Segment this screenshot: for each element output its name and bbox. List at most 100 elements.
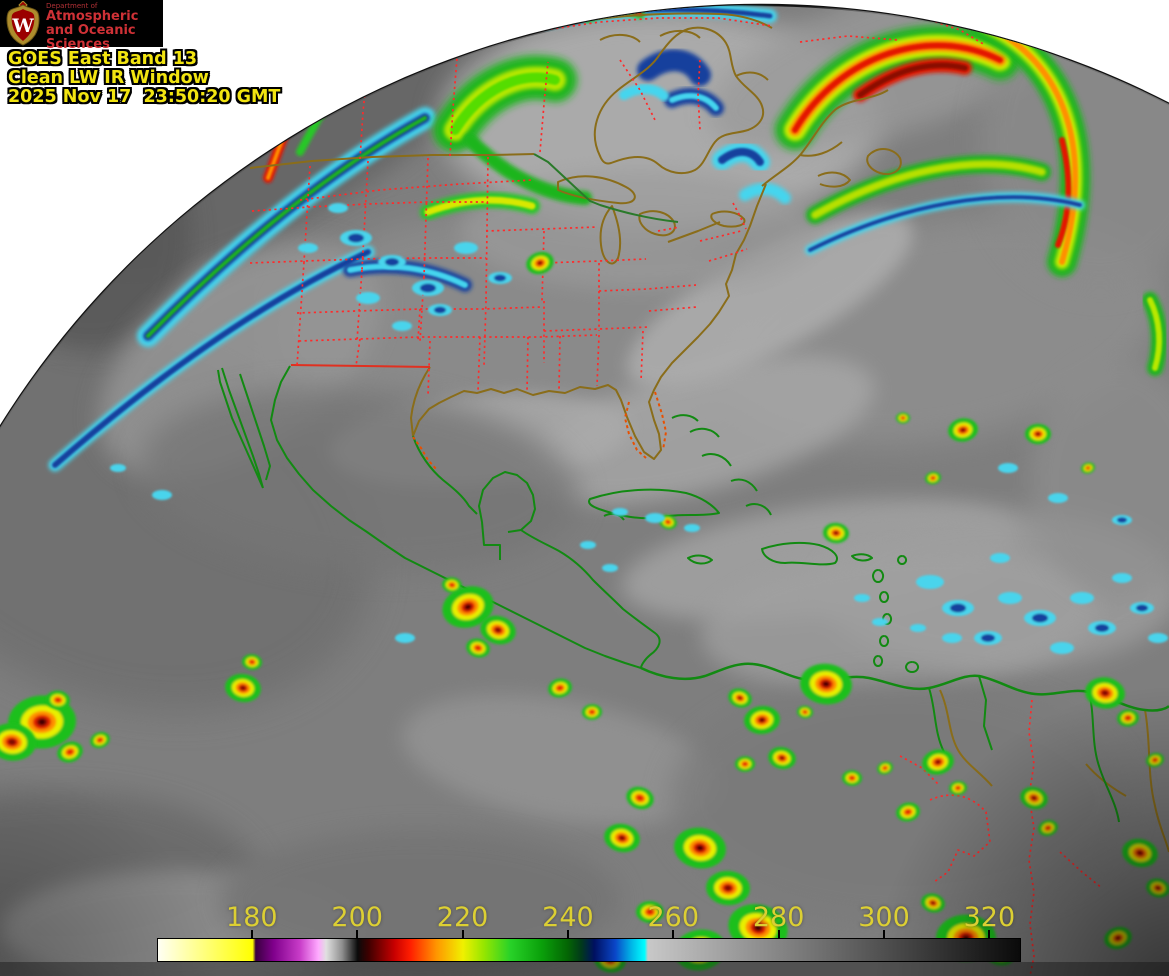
storm-cell (1025, 423, 1051, 445)
storm-cell (674, 827, 726, 869)
colorbar-label-220: 220 (436, 902, 489, 933)
storm-cell (548, 678, 572, 698)
cold-cloud-speck (942, 600, 974, 616)
cold-cloud-speck (580, 541, 596, 549)
colorbar-tick (988, 930, 991, 938)
cloud-band (52, 249, 371, 468)
colorbar-tick (672, 930, 675, 938)
cold-cloud-speck (1112, 573, 1132, 583)
colorbar-tick (250, 930, 253, 938)
storm-cell (706, 870, 750, 906)
border-mexico-west-coast (270, 365, 642, 669)
cloud-band (1147, 297, 1163, 371)
cold-cloud-speck (645, 513, 665, 523)
border-ne-canada-coast (761, 89, 902, 188)
border-central-america-isthmus (520, 529, 661, 669)
cloud-texture (140, 388, 580, 572)
cloud-band (811, 160, 1046, 219)
colorbar-tick (461, 930, 464, 938)
storm-cell (728, 688, 752, 708)
cold-cloud-speck (1148, 633, 1168, 643)
cloud-band (857, 62, 968, 98)
cold-cloud-speck (1130, 602, 1154, 614)
terminator-shadow (870, 685, 1169, 976)
uw-crest-icon: W (6, 1, 40, 46)
cold-cloud-speck (428, 304, 452, 316)
colorbar-gradient (157, 938, 1021, 962)
border-hispaniola (761, 541, 838, 566)
colorbar-label-280: 280 (752, 902, 805, 933)
storm-cell (823, 522, 849, 544)
border-us-mexico-border (290, 364, 431, 368)
border-bahamas (671, 414, 772, 516)
cloud-band (424, 196, 536, 216)
cold-cloud-speck (454, 242, 478, 254)
crest-letter: W (11, 15, 34, 37)
storm-cell (768, 746, 796, 770)
cold-cloud-speck (684, 524, 700, 532)
colorbar-label-320: 320 (963, 902, 1016, 933)
colorbar-label-300: 300 (858, 902, 910, 933)
cold-cloud-speck (1048, 493, 1068, 503)
cold-cloud-speck (110, 464, 126, 472)
border-great-lakes (557, 175, 746, 265)
storm-cell (744, 705, 780, 735)
border-central-america-gulf (412, 435, 478, 515)
cold-cloud-speck (998, 592, 1022, 604)
storm-cell (46, 690, 70, 710)
colorbar-tick (566, 930, 569, 938)
storm-cell (636, 901, 664, 923)
colorbar-tick (883, 930, 886, 938)
cloud-band (718, 148, 764, 166)
border-yucatan (478, 471, 536, 533)
cloud-band (739, 182, 791, 204)
cold-cloud-speck (392, 321, 412, 331)
cold-cloud-speck (152, 490, 172, 500)
cloud-texture (220, 830, 620, 970)
border-texas-florida-coast-accents (412, 391, 667, 471)
storm-cell (225, 673, 261, 703)
cloud-band (669, 92, 719, 111)
border-hudson-bay (593, 26, 769, 175)
cloud-texture (700, 548, 1100, 692)
title-satellite-band: GOES East Band 13 (8, 49, 198, 69)
cloud-band (146, 116, 427, 338)
storm-cell (442, 586, 494, 628)
colorbar-tick (777, 930, 780, 938)
cold-cloud-speck (854, 594, 870, 602)
storm-cell (797, 705, 813, 719)
storm-cell (877, 761, 893, 775)
border-canada-borders (299, 17, 986, 201)
cold-cloud-speck (298, 243, 318, 253)
title-product-name: Clean LW IR Window (8, 68, 209, 88)
cold-cloud-speck (1024, 610, 1056, 626)
border-lesser-antilles (872, 555, 920, 673)
storm-cell (57, 741, 83, 763)
colorbar-tick (356, 930, 359, 938)
storm-cell (626, 786, 654, 810)
cloud-band (637, 49, 711, 86)
cloud-band (792, 42, 1003, 133)
border-jamaica-pr (687, 553, 873, 565)
storm-cell (242, 654, 262, 670)
cold-cloud-speck (602, 564, 618, 572)
cloud-band (450, 72, 560, 135)
storm-cell (842, 770, 862, 786)
colorbar-label-240: 240 (542, 902, 594, 933)
border-us-canada-border (249, 153, 535, 169)
bottom-edge-shade (0, 962, 1169, 976)
cold-cloud-speck (974, 631, 1002, 645)
cold-cloud-speck (378, 255, 406, 269)
cold-cloud-speck (1070, 592, 1094, 604)
cold-cloud-speck (340, 230, 372, 246)
cold-cloud-speck (910, 624, 926, 632)
cloud-band (463, 133, 592, 205)
cold-cloud-speck (395, 633, 415, 643)
cold-cloud-speck (356, 292, 380, 304)
storm-cell (922, 749, 954, 775)
uw-aos-logo-banner: W Department of Atmospheric and Oceanic … (0, 0, 163, 51)
storm-cell (1081, 462, 1095, 474)
cold-cloud-speck (998, 463, 1018, 473)
